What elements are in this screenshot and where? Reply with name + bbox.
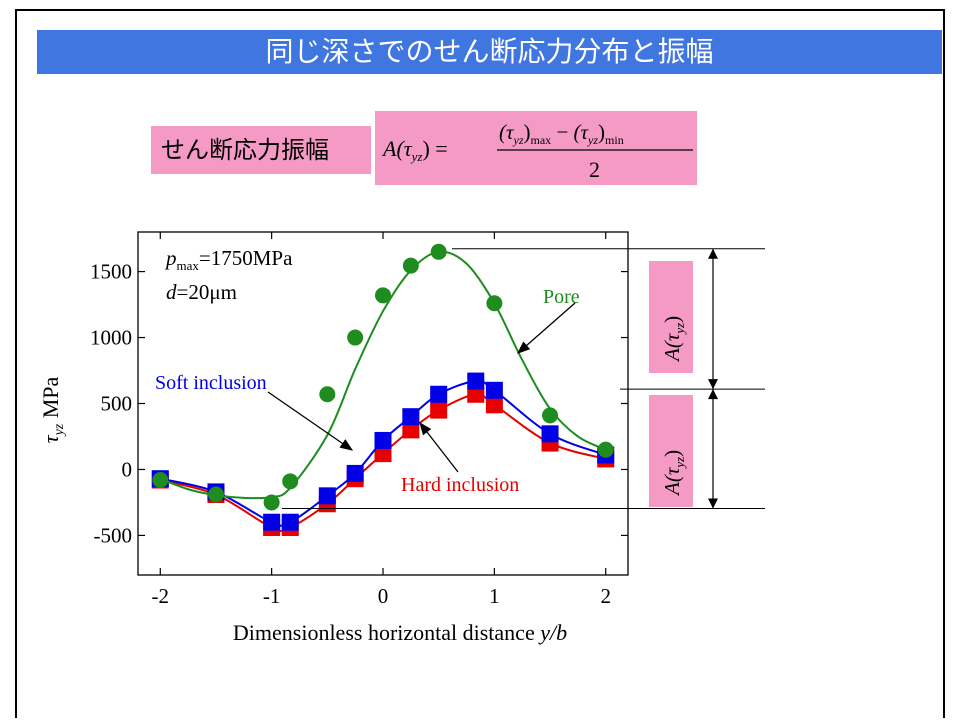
arrowhead-mid-up <box>708 379 718 390</box>
data-point-hard-inclusion <box>374 445 392 463</box>
data-point-pore <box>597 441 614 458</box>
data-point-pore <box>282 473 299 490</box>
data-point-pore <box>347 329 364 346</box>
data-point-hard-inclusion <box>467 385 485 403</box>
x-axis-title: Dimensionless horizontal distance y/b <box>233 620 567 645</box>
label-soft-inclusion: Soft inclusion <box>155 372 267 394</box>
data-point-pore <box>263 494 280 511</box>
arrow-pore <box>517 302 576 354</box>
arrowhead-mid-down <box>708 389 718 400</box>
slide-frame <box>15 9 945 718</box>
amplitude-label-lower: A(τyz) <box>649 395 693 508</box>
x-tick-label: 0 <box>378 584 389 608</box>
x-tick-label: -1 <box>263 584 281 608</box>
amplitude-label-upper-text: A(τyz) <box>660 316 687 363</box>
y-tick-label: 1500 <box>90 260 132 284</box>
data-point-pore <box>430 243 447 260</box>
data-point-soft-inclusion <box>374 431 392 449</box>
formula-lhs: A(τyz) = <box>381 136 448 164</box>
label-pore: Pore <box>543 286 580 308</box>
annotation-pmax: pmax=1750MPa <box>164 246 293 273</box>
data-point-soft-inclusion <box>485 381 503 399</box>
data-point-soft-inclusion <box>346 464 364 482</box>
data-point-soft-inclusion <box>541 425 559 443</box>
data-point-soft-inclusion <box>430 385 448 403</box>
amplitude-label-upper: A(τyz) <box>649 260 693 373</box>
y-axis-title: τyz MPa <box>38 376 67 443</box>
formula-label: せん断応力振幅 <box>151 126 371 174</box>
y-tick-label: 1000 <box>90 326 132 350</box>
data-point-soft-inclusion <box>402 408 420 426</box>
arrow-hard-inclusion <box>419 421 459 473</box>
x-tick-label: 1 <box>489 584 500 608</box>
arrowhead-bottom <box>708 498 718 509</box>
label-hard-inclusion: Hard inclusion <box>401 474 519 496</box>
formula-denominator: 2 <box>589 157 600 182</box>
data-point-soft-inclusion <box>467 372 485 390</box>
data-point-pore <box>542 407 559 424</box>
data-point-soft-inclusion <box>281 513 299 531</box>
data-point-pore <box>152 472 169 489</box>
data-point-hard-inclusion <box>485 396 503 414</box>
data-point-hard-inclusion <box>430 401 448 419</box>
amplitude-label-lower-text: A(τyz) <box>660 450 687 497</box>
data-point-pore <box>486 295 503 312</box>
x-tick-label: -2 <box>152 584 170 608</box>
data-point-pore <box>207 486 224 503</box>
data-point-pore <box>402 257 419 274</box>
amplitude-indicators <box>282 248 765 509</box>
x-tick-label: 2 <box>600 584 611 608</box>
data-point-pore <box>319 386 336 403</box>
data-point-soft-inclusion <box>318 487 336 505</box>
slide-title: 同じ深さでのせん断応力分布と振幅 <box>37 30 942 74</box>
y-tick-label: -500 <box>94 523 133 547</box>
arrowhead-top <box>708 248 718 259</box>
plot-frame <box>137 231 629 576</box>
y-tick-label: 0 <box>122 457 133 481</box>
formula-svg: A(τyz) = (τyz)max − (τyz)min 2 <box>381 120 693 182</box>
formula-box: A(τyz) = (τyz)max − (τyz)min 2 <box>375 111 697 185</box>
data-point-soft-inclusion <box>263 513 281 531</box>
formula-numerator: (τyz)max − (τyz)min <box>499 120 624 147</box>
data-point-pore <box>375 287 391 304</box>
y-tick-label: 500 <box>101 392 133 416</box>
series-line-pore <box>159 250 607 500</box>
annotation-d: d=20μm <box>166 280 237 304</box>
series-line-hard-inclusion <box>160 393 607 533</box>
arrow-soft-inclusion <box>267 391 354 451</box>
data-point-hard-inclusion <box>402 421 420 439</box>
